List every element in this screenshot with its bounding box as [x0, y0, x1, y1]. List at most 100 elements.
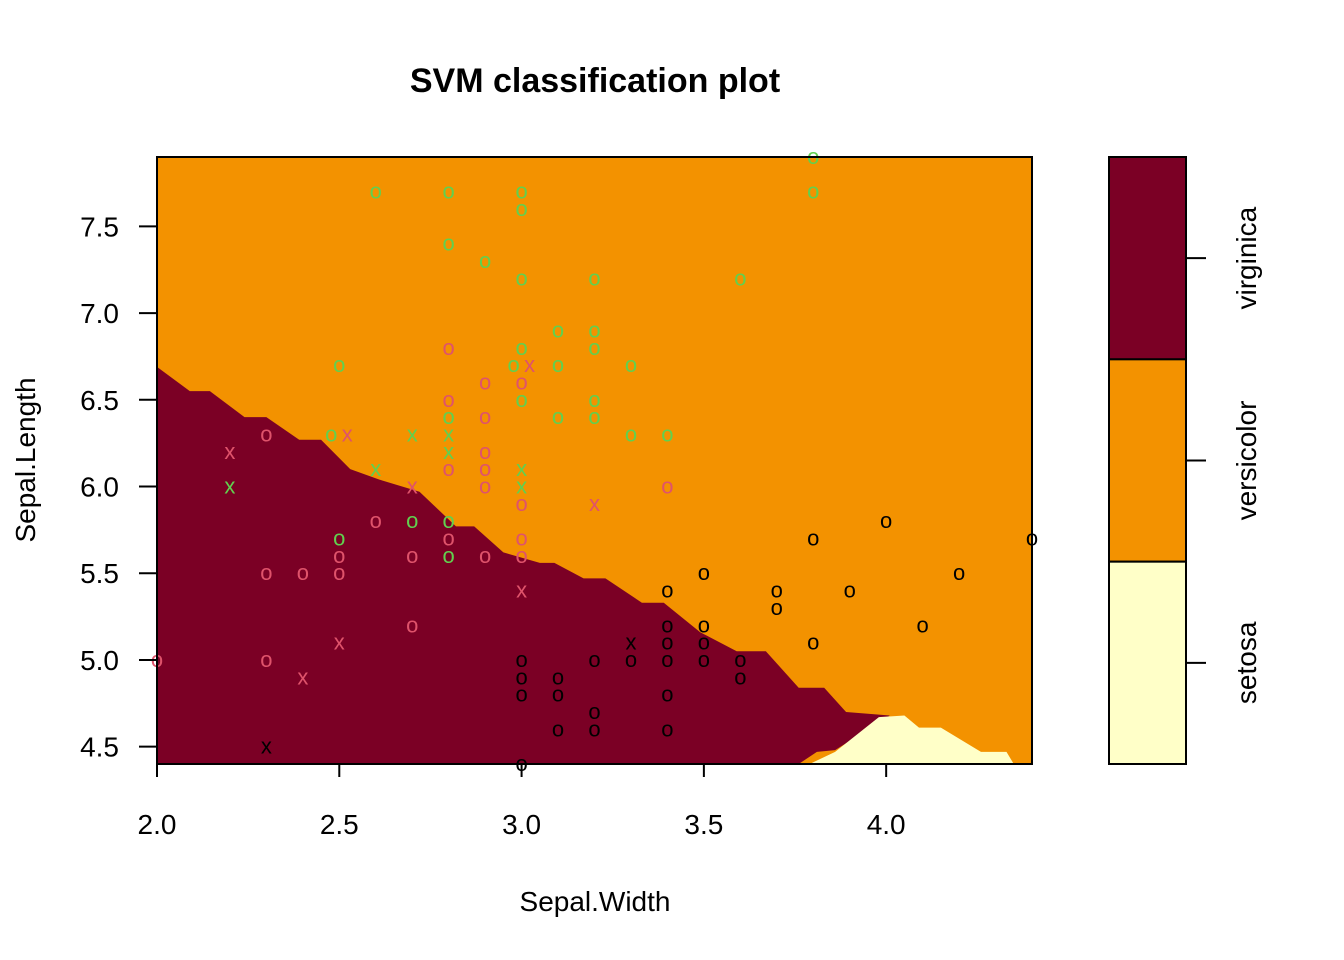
data-point-versicolor: o: [406, 543, 418, 568]
data-point-versicolor: o: [515, 543, 527, 568]
support-vector-versicolor: x: [297, 664, 308, 689]
data-point-virginica: o: [515, 179, 527, 204]
data-point-virginica: o: [507, 352, 519, 377]
support-vector-virginica: x: [443, 421, 454, 446]
data-point-versicolor: o: [443, 387, 455, 412]
data-point-setosa: o: [661, 647, 673, 672]
data-point-virginica: o: [333, 352, 345, 377]
legend-label-virginica: virginica: [1231, 206, 1262, 309]
data-point-setosa: o: [552, 664, 564, 689]
support-vector-versicolor: x: [589, 491, 600, 516]
data-point-virginica: o: [588, 265, 600, 290]
data-point-versicolor: o: [333, 543, 345, 568]
y-tick-label: 7.0: [80, 298, 119, 329]
data-point-setosa: o: [880, 508, 892, 533]
support-vector-virginica: x: [516, 456, 527, 481]
data-point-versicolor: o: [443, 526, 455, 551]
data-point-versicolor: o: [479, 474, 491, 499]
data-point-setosa: o: [661, 630, 673, 655]
support-vector-setosa: x: [261, 734, 272, 759]
data-point-virginica: o: [552, 317, 564, 342]
data-point-setosa: o: [661, 716, 673, 741]
data-point-setosa: o: [625, 647, 637, 672]
regions: [157, 157, 1032, 764]
data-point-virginica: o: [443, 508, 455, 533]
x-tick-label: 3.0: [502, 809, 541, 840]
data-point-setosa: o: [661, 578, 673, 603]
support-vector-versicolor: x: [407, 474, 418, 499]
y-tick-label: 5.5: [80, 558, 119, 589]
data-point-setosa: o: [698, 647, 710, 672]
data-point-versicolor: o: [260, 421, 272, 446]
data-point-versicolor: o: [406, 612, 418, 637]
data-point-virginica: o: [588, 317, 600, 342]
support-vector-virginica: x: [516, 474, 527, 499]
data-point-virginica: o: [443, 543, 455, 568]
data-point-setosa: o: [734, 664, 746, 689]
data-point-versicolor: o: [479, 439, 491, 464]
data-point-setosa: o: [661, 612, 673, 637]
legend-label-versicolor: versicolor: [1231, 401, 1262, 521]
data-point-versicolor: o: [370, 508, 382, 533]
data-point-setosa: o: [588, 647, 600, 672]
data-point-virginica: o: [443, 179, 455, 204]
data-point-setosa: o: [515, 664, 527, 689]
axes: 2.0 2.5 3.0 3.5 4.0 4.5 5.0 5.5 6.0 6.5 7.0 7.5: [80, 156, 1033, 840]
data-point-versicolor: o: [515, 369, 527, 394]
data-point-setosa: o: [807, 630, 819, 655]
data-point-virginica: o: [661, 421, 673, 446]
legend-swatch-virginica: [1108, 156, 1187, 361]
data-point-virginica: o: [370, 179, 382, 204]
data-point-setosa: o: [552, 716, 564, 741]
data-point-setosa: o: [953, 560, 965, 585]
data-point-versicolor: o: [260, 647, 272, 672]
data-point-virginica: o: [807, 179, 819, 204]
y-tick-label: 6.5: [80, 385, 119, 416]
support-vector-virginica: x: [443, 439, 454, 464]
data-point-virginica: o: [406, 508, 418, 533]
data-point-versicolor: o: [333, 560, 345, 585]
data-point-virginica: o: [734, 265, 746, 290]
y-tick-label: 7.5: [80, 211, 119, 242]
data-point-virginica: o: [479, 248, 491, 273]
data-point-virginica: o: [325, 421, 337, 446]
data-point-virginica: o: [333, 526, 345, 551]
data-point-virginica: o: [515, 335, 527, 360]
data-point-versicolor: o: [479, 543, 491, 568]
data-point-virginica: o: [588, 335, 600, 360]
y-axis-label: Sepal.Length: [10, 377, 41, 542]
data-point-versicolor: o: [443, 335, 455, 360]
support-vector-versicolor: x: [342, 421, 353, 446]
data-point-virginica: o: [552, 404, 564, 429]
data-point-virginica: o: [515, 196, 527, 221]
data-point-setosa: o: [698, 630, 710, 655]
data-point-setosa: o: [515, 647, 527, 672]
data-point-setosa: o: [807, 526, 819, 551]
data-point-setosa: o: [771, 578, 783, 603]
class-legend: virginica versicolor setosa: [1108, 156, 1262, 766]
data-point-setosa: o: [588, 699, 600, 724]
chart-title: SVM classification plot: [410, 62, 780, 100]
region-virginica: [157, 366, 890, 764]
data-point-setosa: o: [771, 595, 783, 620]
data-point-setosa: o: [734, 647, 746, 672]
data-point-setosa: o: [844, 578, 856, 603]
data-point-setosa: o: [552, 682, 564, 707]
region-setosa: [809, 715, 1014, 764]
support-vector-virginica: x: [224, 474, 235, 499]
support-vector-versicolor: x: [516, 578, 527, 603]
data-point-versicolor: o: [515, 491, 527, 516]
data-point-virginica: o: [443, 231, 455, 256]
data-point-virginica: o: [588, 387, 600, 412]
x-tick-label: 2.5: [320, 809, 359, 840]
data-point-setosa: o: [515, 682, 527, 707]
x-tick-label: 2.0: [138, 809, 177, 840]
data-point-versicolor: o: [515, 526, 527, 551]
data-point-versicolor: o: [479, 456, 491, 481]
data-point-versicolor: o: [479, 369, 491, 394]
legend-swatch-versicolor: [1108, 358, 1187, 563]
